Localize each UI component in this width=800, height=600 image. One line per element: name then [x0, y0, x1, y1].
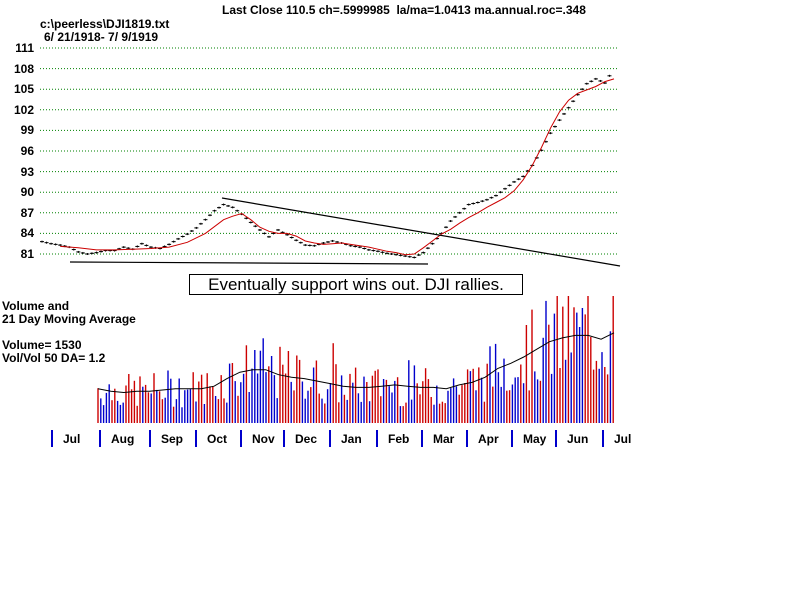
month-label: Mar [433, 432, 455, 446]
month-ticks [51, 430, 604, 447]
month-label: Aug [111, 432, 135, 446]
volume-ratio-readout: Vol/Vol 50 DA= 1.2 [2, 351, 106, 365]
month-label: Jan [341, 432, 362, 446]
month-label: Nov [252, 432, 275, 446]
price-moving-average-line [60, 78, 615, 256]
y-tick-label: 108 [13, 61, 34, 76]
annotation-box: Eventually support wins out. DJI rallies… [189, 274, 523, 295]
y-tick-label: 102 [13, 102, 34, 117]
file-path: c:\peerless\DJI1819.txt [40, 17, 170, 31]
y-tick-label: 93 [20, 164, 34, 179]
y-tick-label: 111 [15, 41, 34, 55]
volume-title: Volume and [2, 299, 70, 313]
y-tick-label: 81 [20, 247, 34, 261]
y-tick-label: 87 [20, 205, 34, 220]
y-tick-label: 99 [20, 123, 34, 138]
month-label: Oct [207, 432, 228, 446]
price-gridlines [40, 47, 618, 255]
chart-title: Last Close 110.5 ch=.5999985 la/ma=1.041… [222, 3, 586, 17]
y-tick-label: 105 [13, 82, 34, 97]
resistance-trendline [221, 197, 621, 267]
volume-readout: Volume= 1530 [2, 338, 82, 352]
volume-moving-average-line [97, 332, 615, 394]
month-label: May [523, 432, 547, 446]
price-ticks [40, 74, 612, 259]
month-label: Jul [63, 432, 81, 446]
y-tick-label: 84 [20, 226, 34, 241]
month-label: Jun [567, 432, 589, 446]
volume-bars [97, 296, 614, 423]
volume-ma-title: 21 Day Moving Average [2, 312, 136, 326]
y-tick-label: 96 [20, 144, 34, 158]
month-label: Apr [478, 432, 499, 446]
date-range: 6/ 21/1918- 7/ 9/1919 [44, 30, 159, 44]
month-label: Sep [161, 432, 184, 446]
month-label: Feb [388, 432, 410, 446]
support-line [69, 261, 429, 265]
month-label: Dec [295, 432, 318, 446]
y-tick-label: 90 [20, 185, 34, 200]
month-label: Jul [614, 432, 632, 446]
